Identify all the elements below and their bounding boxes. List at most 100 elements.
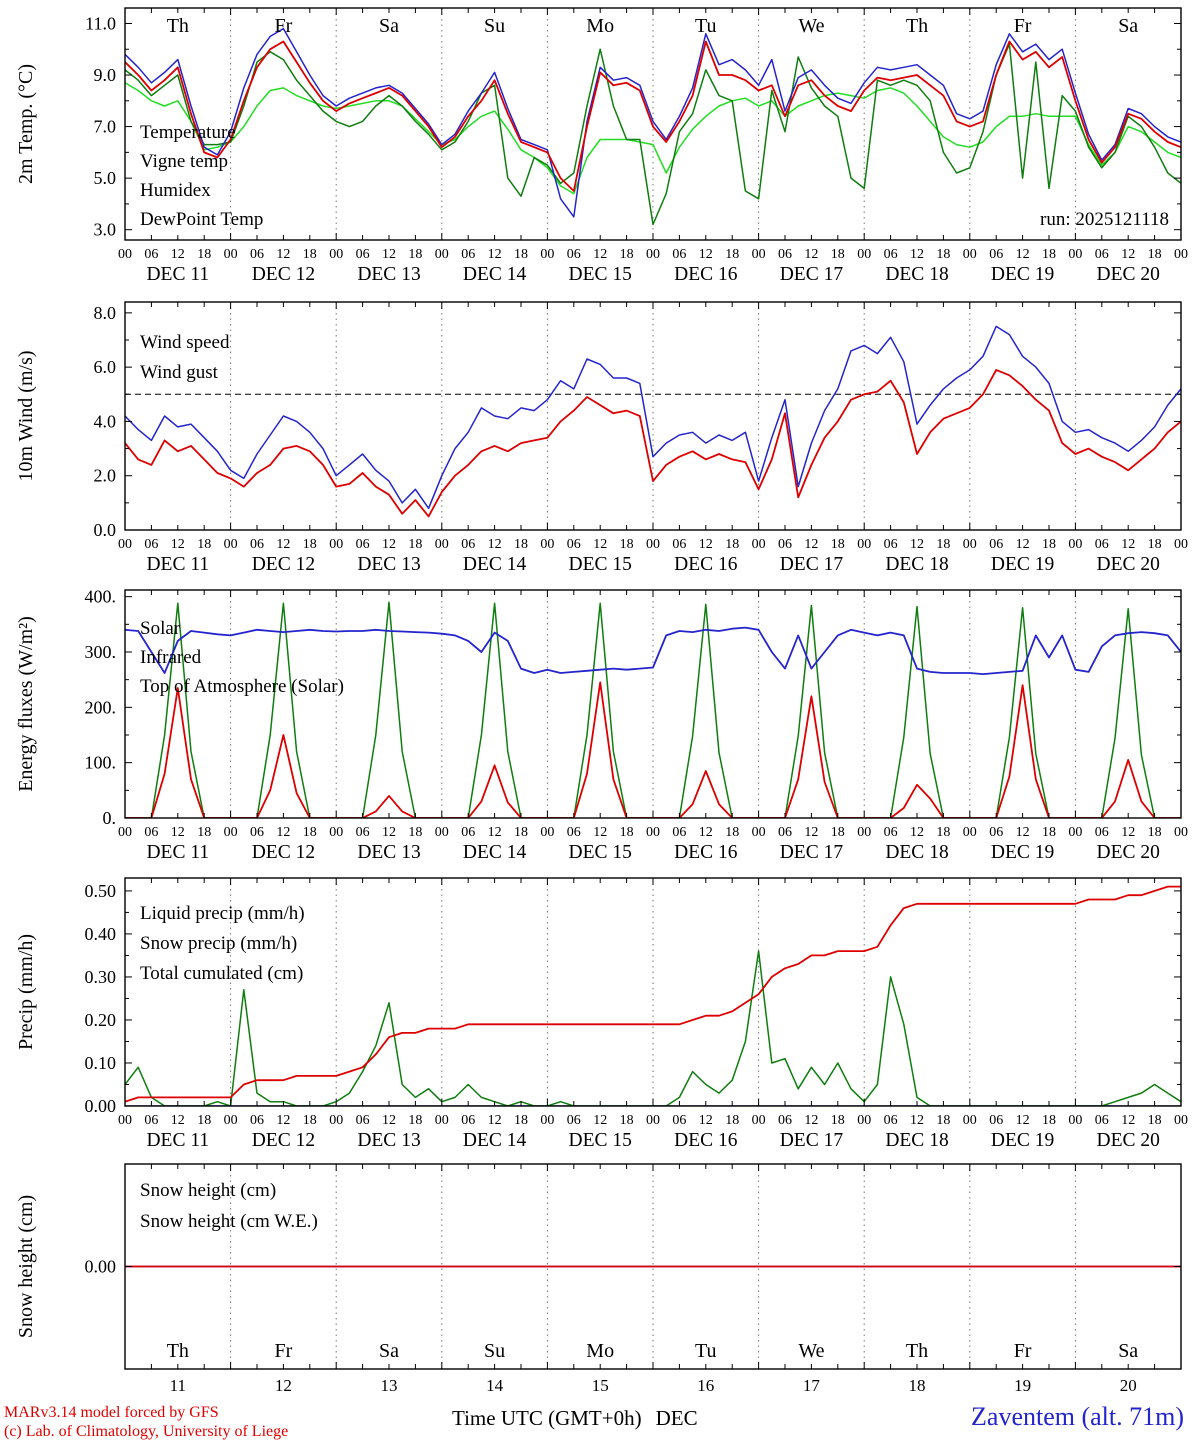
svg-text:06: 06 xyxy=(461,1113,475,1128)
svg-text:2.0: 2.0 xyxy=(94,466,117,486)
svg-text:300.: 300. xyxy=(85,642,117,662)
legend: Snow height (cm) Snow height (cm W.E.) xyxy=(140,1180,318,1232)
series-lines xyxy=(125,601,1181,818)
svg-text:12: 12 xyxy=(171,1113,185,1128)
y-tick-labels: 0.00 xyxy=(85,1257,117,1277)
svg-text:00: 00 xyxy=(963,1113,977,1128)
svg-text:12: 12 xyxy=(1121,825,1135,840)
svg-text:DEC 14: DEC 14 xyxy=(463,264,527,285)
svg-text:00: 00 xyxy=(857,825,871,840)
svg-text:12: 12 xyxy=(910,1113,924,1128)
svg-text:DEC 18: DEC 18 xyxy=(885,554,948,575)
svg-text:DEC 16: DEC 16 xyxy=(674,554,738,575)
svg-text:00: 00 xyxy=(857,247,871,262)
svg-text:12: 12 xyxy=(276,247,290,262)
svg-text:00: 00 xyxy=(752,537,766,552)
svg-text:Th: Th xyxy=(167,1340,189,1362)
svg-text:00: 00 xyxy=(224,825,238,840)
svg-text:Fr: Fr xyxy=(275,15,293,37)
svg-text:Fr: Fr xyxy=(1014,1340,1032,1362)
svg-text:DEC 16: DEC 16 xyxy=(674,264,738,285)
svg-text:06: 06 xyxy=(1095,1113,1109,1128)
svg-text:DEC 14: DEC 14 xyxy=(463,554,527,575)
svg-text:06: 06 xyxy=(1095,537,1109,552)
svg-text:06: 06 xyxy=(567,247,581,262)
svg-text:06: 06 xyxy=(461,247,475,262)
series-temperature xyxy=(125,40,1181,192)
svg-text:06: 06 xyxy=(356,1113,370,1128)
svg-text:06: 06 xyxy=(989,825,1003,840)
svg-text:18: 18 xyxy=(408,537,422,552)
svg-text:18: 18 xyxy=(831,247,845,262)
svg-text:12: 12 xyxy=(171,537,185,552)
series-lines xyxy=(125,325,1181,518)
legend-snow-height-cm-w-e: Snow height (cm W.E.) xyxy=(140,1211,318,1232)
svg-text:9.0: 9.0 xyxy=(94,65,117,85)
svg-text:0.20: 0.20 xyxy=(85,1010,117,1030)
svg-text:12: 12 xyxy=(488,825,502,840)
svg-text:18: 18 xyxy=(725,247,739,262)
svg-text:DEC 13: DEC 13 xyxy=(357,1130,420,1151)
svg-text:DEC 15: DEC 15 xyxy=(569,554,632,575)
svg-text:00: 00 xyxy=(118,537,132,552)
svg-text:06: 06 xyxy=(144,1113,158,1128)
legend-top-of-atmosphere-solar: Top of Atmosphere (Solar) xyxy=(140,676,344,697)
svg-text:12: 12 xyxy=(804,825,818,840)
svg-text:06: 06 xyxy=(672,825,686,840)
svg-text:18: 18 xyxy=(620,825,634,840)
svg-text:12: 12 xyxy=(171,825,185,840)
svg-text:11.0: 11.0 xyxy=(85,13,116,33)
legend: Solar Infrared Top of Atmosphere (Solar) xyxy=(140,618,344,697)
svg-text:18: 18 xyxy=(725,1113,739,1128)
svg-text:4.0: 4.0 xyxy=(94,411,117,431)
date-labels: DEC 11 DEC 12 DEC 13 DEC 14 DEC 15 DEC 16 DEC … xyxy=(146,554,1159,575)
svg-text:00: 00 xyxy=(540,537,554,552)
svg-text:06: 06 xyxy=(461,825,475,840)
svg-text:18: 18 xyxy=(1042,247,1056,262)
legend: Wind speed Wind gust xyxy=(140,332,230,383)
svg-text:18: 18 xyxy=(831,1113,845,1128)
svg-text:18: 18 xyxy=(725,537,739,552)
svg-text:06: 06 xyxy=(461,537,475,552)
legend-wind-speed: Wind speed xyxy=(140,332,230,353)
svg-text:00: 00 xyxy=(646,537,660,552)
svg-text:Th: Th xyxy=(167,15,189,37)
svg-text:0.50: 0.50 xyxy=(85,881,117,901)
month-label: DEC xyxy=(655,1406,698,1430)
svg-text:12: 12 xyxy=(1016,247,1030,262)
y-tick-labels: 3.0 5.0 7.0 9.0 11.0 xyxy=(85,13,116,239)
svg-text:100.: 100. xyxy=(85,753,117,773)
svg-text:18: 18 xyxy=(197,1113,211,1128)
svg-text:00: 00 xyxy=(646,825,660,840)
svg-text:06: 06 xyxy=(778,1113,792,1128)
svg-text:18: 18 xyxy=(303,537,317,552)
y-axis-title: 2m Temp. (°C) xyxy=(15,64,37,184)
svg-text:0.00: 0.00 xyxy=(85,1096,117,1116)
svg-text:DEC 15: DEC 15 xyxy=(569,1130,632,1151)
svg-text:00: 00 xyxy=(435,247,449,262)
svg-text:18: 18 xyxy=(936,1113,950,1128)
hour-tick-labels: 00 06 12 18 00 06 12 18 00 06 12 18 00 06 12 18 00 06 12 18… xyxy=(118,825,1188,840)
svg-text:14: 14 xyxy=(486,1376,504,1395)
svg-text:00: 00 xyxy=(224,247,238,262)
svg-text:DEC 12: DEC 12 xyxy=(252,842,315,863)
svg-text:DEC 14: DEC 14 xyxy=(463,842,527,863)
svg-text:18: 18 xyxy=(936,247,950,262)
svg-text:Mo: Mo xyxy=(586,15,614,37)
date-labels: DEC 11 DEC 12 DEC 13 DEC 14 DEC 15 DEC 16 DEC … xyxy=(146,842,1159,863)
svg-text:06: 06 xyxy=(250,247,264,262)
svg-text:Fr: Fr xyxy=(275,1340,293,1362)
svg-text:06: 06 xyxy=(672,537,686,552)
svg-text:00: 00 xyxy=(1174,247,1188,262)
legend-wind-gust: Wind gust xyxy=(140,362,219,383)
svg-text:Sa: Sa xyxy=(379,1340,399,1362)
series-solar xyxy=(125,681,1181,818)
run-label: run: 2025121118 xyxy=(1040,209,1169,230)
svg-text:00: 00 xyxy=(329,825,343,840)
meteogram-panels: 3.0 5.0 7.0 9.0 11.0 2m Temp. (°C) 00 06 12 18 00 0… xyxy=(15,7,1188,1395)
svg-text:00: 00 xyxy=(1174,1113,1188,1128)
svg-text:06: 06 xyxy=(1095,825,1109,840)
svg-text:Sa: Sa xyxy=(1118,15,1138,37)
svg-text:DEC 20: DEC 20 xyxy=(1097,842,1160,863)
